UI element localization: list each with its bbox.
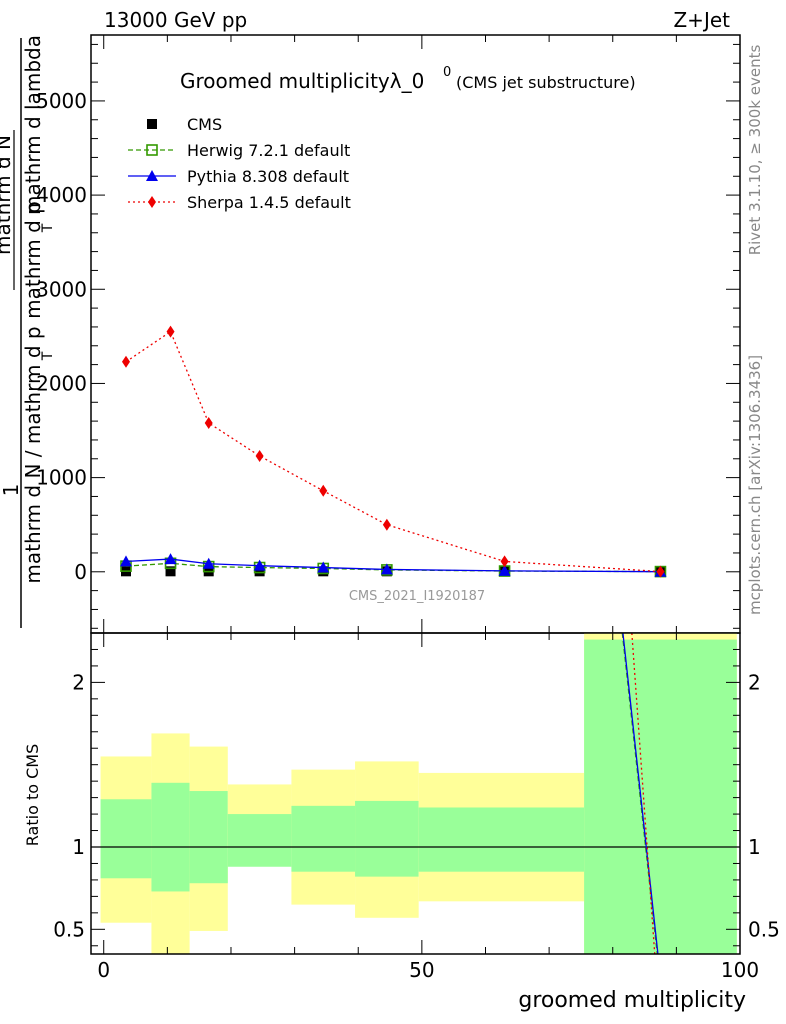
ratio-series-line: [631, 632, 656, 955]
xtick-label: 100: [721, 958, 759, 982]
mcplots-label: mcplots.cern.ch [arXiv:1306.3436]: [746, 355, 764, 615]
ratio-ytick-label: 1: [72, 835, 85, 859]
legend-label: Pythia 8.308 default: [187, 167, 349, 186]
data-point: [382, 518, 391, 531]
ylabel-top-num: mathrm d N: [0, 135, 15, 255]
legend-marker: [148, 196, 156, 208]
ylabel-top-denom-sub: T: [40, 223, 56, 233]
data-point: [255, 449, 264, 462]
rivet-label: Rivet 3.1.10, ≥ 300k events: [746, 45, 764, 256]
data-point: [500, 555, 509, 568]
legend-label: Sherpa 1.4.5 default: [187, 193, 351, 212]
series-3: [121, 325, 665, 578]
ratio-band-green: [151, 782, 190, 892]
legend-marker: [147, 119, 157, 129]
watermark: CMS_2021_I1920187: [349, 589, 485, 604]
ratio-series-line: [622, 632, 659, 955]
ylabel-lower-sub: T: [40, 351, 56, 361]
ratio-band-green: [584, 639, 737, 954]
data-point: [164, 553, 177, 565]
legend-marker: [146, 144, 158, 156]
ratio-band-green: [100, 799, 152, 879]
ratio-frame: [90, 632, 741, 955]
data-point: [119, 555, 132, 567]
ratio-panel: 0.5 0.5 1 1 2 2 0 50 100: [53, 632, 780, 982]
main-ytick-label: 0: [74, 560, 87, 584]
xtick-label: 50: [409, 958, 434, 982]
xtick-label: 0: [97, 958, 110, 982]
series-line: [125, 330, 661, 573]
series-1: [120, 557, 667, 578]
series-line: [125, 558, 661, 573]
data-point: [165, 566, 176, 577]
data-point: [317, 561, 330, 573]
ratio-band-green: [291, 805, 356, 872]
ratio-ylabel: Ratio to CMS: [23, 744, 42, 846]
ylabel-top-sup: 2: [0, 161, 4, 169]
data-point: [498, 564, 511, 576]
ratio-ytick-label-right: 0.5: [748, 917, 780, 941]
data-point: [254, 566, 265, 577]
legend-label: CMS: [187, 115, 222, 134]
legend: CMS Herwig 7.2.1 default Pythia 8.308 defa…: [128, 115, 351, 212]
ylabel-top-denom-tail: mathrm d lambda: [21, 35, 45, 215]
series-line: [125, 562, 661, 573]
plot-title-sup: 0: [443, 65, 451, 80]
ratio-ytick-label-right: 1: [748, 835, 761, 859]
ratio-ytick-label: 2: [72, 670, 85, 694]
main-ytick-label: 4000: [36, 183, 87, 207]
main-ytick-label: 5000: [36, 89, 87, 113]
ratio-ytick-label-right: 2: [748, 670, 761, 694]
ylabel-one: 1: [0, 484, 23, 497]
data-point: [121, 355, 130, 368]
ratio-ytick-label: 0.5: [53, 917, 85, 941]
data-point: [166, 325, 175, 338]
data-point: [319, 484, 328, 497]
data-point: [656, 565, 665, 578]
ratio-band-green: [355, 800, 419, 877]
data-point: [253, 559, 266, 571]
main-ytick-label: 3000: [36, 277, 87, 301]
plot-title-sub: (CMS jet substructure): [456, 73, 636, 92]
ratio-band-green: [418, 807, 585, 872]
ylabel-lower-text: mathrm d N / mathrm d p: [21, 326, 45, 583]
main-ytick-label: 1000: [36, 466, 87, 490]
main-ylabel: 1 mathrm d N / mathrm d p T mathrm d N 2…: [0, 35, 56, 628]
ylabel-top-denom: mathrm d p: [21, 201, 45, 319]
main-ticks: 0 1000 2000 3000 4000 5000: [36, 35, 741, 633]
legend-label: Herwig 7.2.1 default: [187, 141, 350, 160]
main-series: [119, 325, 667, 578]
legend-marker: [146, 170, 158, 181]
ratio-bands: [91, 633, 740, 954]
ratio-band-green: [227, 814, 292, 867]
data-point: [380, 563, 393, 575]
data-point: [202, 557, 215, 569]
main-ytick-label: 2000: [36, 371, 87, 395]
header-left: 13000 GeV pp: [104, 8, 247, 32]
series-2: [119, 553, 667, 577]
header-right: Z+Jet: [673, 8, 730, 32]
plot-title: Groomed multiplicityλ_0: [180, 69, 424, 93]
main-panel: CMS_2021_I1920187 010002000300040005000 …: [36, 34, 741, 634]
x-axis-label: groomed multiplicity: [518, 988, 746, 1013]
data-point: [204, 416, 213, 429]
ratio-band-green: [189, 791, 228, 884]
ratio-lines: [621, 632, 659, 955]
